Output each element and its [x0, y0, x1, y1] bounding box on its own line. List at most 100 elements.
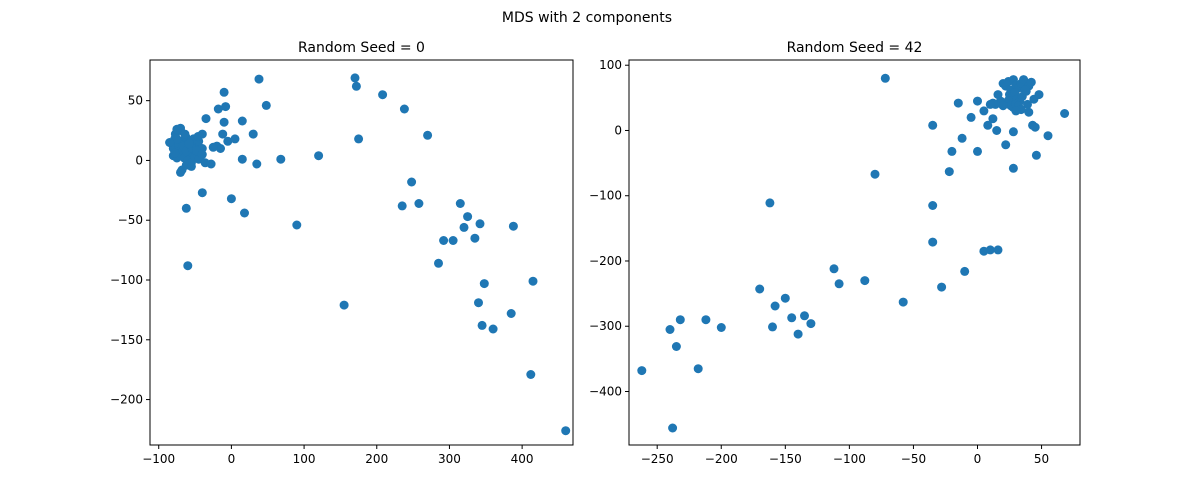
data-point: [985, 245, 995, 255]
data-point: [477, 320, 487, 330]
data-point: [475, 219, 485, 229]
y-tick-label: 0: [614, 123, 622, 137]
data-point: [206, 159, 216, 169]
data-point: [860, 276, 870, 286]
data-point: [1030, 122, 1040, 132]
data-point: [208, 142, 218, 152]
data-point: [219, 117, 229, 127]
data-point: [1060, 109, 1070, 118]
data-point: [944, 167, 954, 177]
x-tick-label: 0: [974, 452, 982, 466]
x-tick-label: 300: [438, 452, 461, 466]
data-point: [488, 324, 498, 334]
data-point: [960, 266, 970, 276]
y-tick-label: −200: [110, 393, 143, 407]
data-point: [953, 98, 963, 108]
data-point: [197, 188, 207, 198]
data-point: [561, 426, 571, 436]
y-tick-label: −50: [118, 213, 143, 227]
data-point: [463, 212, 473, 222]
x-tick-label: −50: [901, 452, 926, 466]
data-point: [201, 114, 211, 124]
data-point: [221, 102, 231, 112]
y-tick-label: −200: [589, 254, 622, 268]
data-point: [350, 73, 360, 83]
data-point: [181, 203, 191, 213]
data-point: [998, 101, 1008, 111]
data-point: [216, 144, 225, 153]
plot-frame: [149, 59, 574, 446]
data-point: [1008, 127, 1018, 137]
data-point: [339, 300, 349, 310]
data-point: [479, 279, 489, 289]
data-point: [261, 100, 271, 110]
data-point: [668, 423, 678, 433]
data-point: [780, 293, 790, 303]
x-tick-label: 0: [228, 452, 236, 466]
x-axis-ticks: −100 0 100 200 300 400: [142, 445, 534, 466]
data-point: [1019, 75, 1029, 85]
data-point: [276, 154, 286, 164]
data-point: [770, 301, 780, 311]
x-tick-label: 400: [511, 452, 534, 466]
data-point: [665, 325, 675, 334]
data-point: [240, 208, 249, 218]
data-point: [176, 167, 185, 177]
data-point: [806, 319, 816, 329]
data-point: [765, 198, 775, 208]
y-tick-label: −150: [110, 333, 143, 347]
data-point: [414, 199, 424, 208]
data-point: [314, 151, 324, 161]
data-point: [973, 96, 982, 106]
x-tick-label: −100: [833, 452, 866, 466]
data-point: [787, 313, 797, 323]
data-point: [928, 201, 938, 210]
data-point: [957, 133, 967, 143]
x-tick-label: −150: [769, 452, 802, 466]
data-point: [378, 90, 388, 100]
data-point: [993, 245, 1003, 255]
x-axis-ticks: −250 −200 −150 −100 −50 0 50: [641, 445, 1049, 466]
x-tick-label: 100: [293, 452, 316, 466]
y-axis-ticks: −400 −300 −200 −100 0 100: [589, 58, 629, 398]
data-point: [671, 342, 681, 351]
data-point: [223, 136, 233, 146]
data-point: [184, 139, 194, 149]
data-point: [966, 112, 976, 122]
y-tick-label: 100: [599, 58, 622, 72]
data-point: [351, 81, 361, 91]
scatter-chart-seed-42: Random Seed = 42 −250 −200 −150 −100 −50 0 50 …: [589, 40, 1081, 466]
data-point: [397, 201, 407, 211]
data-point: [983, 120, 993, 130]
data-point: [170, 148, 180, 158]
data-point: [1008, 163, 1018, 173]
data-points: [637, 73, 1070, 433]
y-tick-label: 50: [128, 94, 143, 108]
data-point: [937, 282, 947, 292]
data-point: [880, 73, 890, 83]
data-point: [459, 222, 469, 232]
x-tick-label: −200: [705, 452, 738, 466]
data-point: [870, 169, 880, 179]
data-point: [947, 146, 957, 156]
data-point: [237, 154, 247, 164]
data-point: [186, 161, 196, 171]
data-point: [928, 120, 938, 130]
data-point: [197, 129, 207, 139]
data-point: [992, 126, 1002, 135]
x-tick-label: 50: [1034, 452, 1049, 466]
data-points: [165, 73, 571, 436]
data-point: [829, 264, 839, 274]
data-point: [755, 284, 765, 294]
data-point: [180, 129, 190, 139]
data-point: [993, 90, 1003, 100]
scatter-chart-seed-0: Random Seed = 0 −100 0 100 200 300 400 −200 −1…: [110, 40, 574, 466]
data-point: [248, 129, 258, 139]
data-point: [898, 297, 908, 307]
chart-title: Random Seed = 0: [298, 40, 425, 56]
data-point: [506, 309, 516, 318]
x-tick-label: −250: [641, 452, 674, 466]
data-point: [237, 116, 247, 126]
data-point: [1020, 85, 1030, 95]
